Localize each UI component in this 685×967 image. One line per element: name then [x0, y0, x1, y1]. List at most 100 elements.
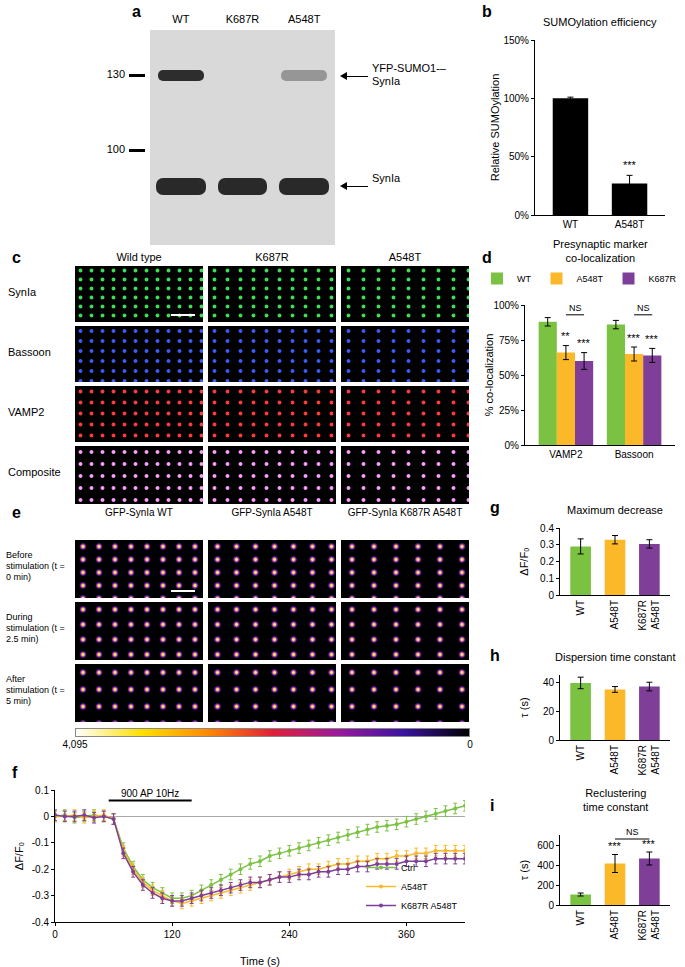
- html-text:a: a: [132, 3, 141, 20]
- svg-text:-0.2: -0.2: [32, 864, 50, 875]
- svg-text:0%: 0%: [505, 440, 520, 451]
- svg-text:200: 200: [537, 880, 554, 891]
- svg-text:WT: WT: [575, 600, 586, 616]
- html-text:WT: WT: [172, 13, 190, 25]
- svg-text:***: ***: [608, 840, 622, 852]
- html-text:h: h: [490, 647, 500, 664]
- html-text:VAMP2: VAMP2: [8, 406, 45, 418]
- svg-text:400: 400: [537, 860, 554, 871]
- svg-text:600: 600: [537, 840, 554, 851]
- svg-text:0: 0: [548, 900, 554, 911]
- svg-text:-0.3: -0.3: [32, 890, 50, 901]
- svg-text:NS: NS: [637, 303, 650, 313]
- svg-text:K687RA548T: K687RA548T: [637, 910, 661, 941]
- svg-text:20: 20: [543, 706, 555, 717]
- html-text:g: g: [490, 499, 500, 516]
- html-text:K687R: K687R: [255, 251, 289, 263]
- svg-text:K687RA548T: K687RA548T: [637, 600, 661, 631]
- svg-text:% co-localization: % co-localization: [483, 334, 495, 417]
- svg-text:100%: 100%: [503, 93, 529, 104]
- svg-text:***: ***: [577, 337, 591, 349]
- svg-text:0: 0: [548, 735, 554, 746]
- html-text:Wild type: Wild type: [116, 251, 162, 263]
- svg-text:A548T: A548T: [609, 600, 620, 629]
- html-text:b: b: [482, 3, 492, 20]
- html-text:100: 100: [106, 143, 125, 155]
- svg-text:0.2: 0.2: [540, 556, 554, 567]
- html-text:GFP-SynIa WT: GFP-SynIa WT: [105, 507, 173, 518]
- svg-text:0: 0: [52, 929, 58, 940]
- svg-text:***: ***: [627, 332, 641, 344]
- html-text:SynIa: SynIa: [372, 172, 401, 184]
- svg-text:0.3: 0.3: [540, 539, 554, 550]
- svg-text:***: ***: [642, 838, 656, 850]
- svg-text:0.4: 0.4: [540, 523, 554, 534]
- html-text:A548T: A548T: [388, 251, 422, 263]
- html-text:After stimulation (t = 5 min): After stimulation (t = 5 min): [6, 674, 65, 706]
- svg-text:VAMP2: VAMP2: [549, 449, 583, 460]
- svg-text:τ (s): τ (s): [518, 860, 530, 880]
- svg-text:A548T: A548T: [609, 910, 620, 939]
- svg-text:**: **: [561, 330, 570, 342]
- svg-text:-0.4: -0.4: [32, 917, 50, 928]
- svg-text:Ctrl: Ctrl: [401, 863, 415, 873]
- svg-text:25%: 25%: [499, 405, 519, 416]
- svg-text:K687R A548T: K687R A548T: [401, 901, 458, 911]
- svg-text:50%: 50%: [499, 370, 519, 381]
- svg-text:A548T: A548T: [609, 745, 620, 774]
- svg-text:0.1: 0.1: [540, 573, 554, 584]
- svg-text:WT: WT: [575, 910, 586, 926]
- svg-text:900 AP 10Hz: 900 AP 10Hz: [121, 788, 179, 799]
- svg-text:120: 120: [164, 929, 181, 940]
- svg-text:NS: NS: [569, 303, 582, 313]
- html-text:d: d: [482, 249, 492, 266]
- svg-text:Presynaptic markerco-localizat: Presynaptic markerco-localization: [553, 238, 648, 264]
- svg-text:τ (s): τ (s): [518, 697, 530, 717]
- svg-text:75%: 75%: [499, 335, 519, 346]
- svg-text:WT: WT: [575, 745, 586, 761]
- html-text:A548T: A548T: [287, 13, 321, 25]
- svg-text:K687RA548T: K687RA548T: [637, 745, 661, 776]
- svg-text:Bassoon: Bassoon: [615, 449, 654, 460]
- html-text:4,095: 4,095: [62, 739, 88, 750]
- svg-text:Relative SUMOylation: Relative SUMOylation: [489, 74, 501, 182]
- html-text:During stimulation (t = 2.5 mi: During stimulation (t = 2.5 min): [6, 612, 65, 644]
- svg-text:K687R: K687R: [649, 274, 677, 284]
- svg-text:A548T: A548T: [615, 219, 644, 230]
- svg-text:SUMOylation efficiency: SUMOylation efficiency: [543, 16, 657, 28]
- html-text:K687R: K687R: [225, 13, 260, 25]
- svg-text:360: 360: [398, 929, 415, 940]
- svg-text:0: 0: [43, 811, 49, 822]
- html-text:Bassoon: Bassoon: [8, 346, 51, 358]
- svg-text:WT: WT: [517, 274, 531, 284]
- html-text:Before stimulation (t = 0 min): Before stimulation (t = 0 min): [6, 550, 65, 582]
- svg-text:-0.1: -0.1: [32, 837, 50, 848]
- html-text:c: c: [12, 249, 21, 266]
- svg-text:NS: NS: [626, 827, 639, 837]
- html-text:YFP-SUMO1-–SynIa: YFP-SUMO1-–SynIa: [372, 62, 446, 87]
- svg-text:***: ***: [623, 159, 637, 171]
- svg-text:Time (s): Time (s): [240, 955, 280, 967]
- svg-text:0: 0: [548, 590, 554, 601]
- svg-text:150%: 150%: [503, 35, 529, 46]
- html-text:GFP-SynIa A548T: GFP-SynIa A548T: [231, 507, 313, 518]
- svg-text:240: 240: [281, 929, 298, 940]
- svg-text:Dispersion time constant: Dispersion time constant: [555, 651, 675, 663]
- svg-text:***: ***: [645, 333, 659, 345]
- svg-text:WT: WT: [563, 219, 579, 230]
- html-text:130: 130: [106, 68, 125, 80]
- svg-text:Maximum decrease: Maximum decrease: [567, 504, 663, 516]
- svg-text:A548T: A548T: [401, 882, 428, 892]
- svg-text:40: 40: [543, 677, 555, 688]
- svg-text:50%: 50%: [509, 151, 529, 162]
- html-text:SynIa: SynIa: [8, 286, 37, 298]
- svg-text:A548T: A548T: [576, 274, 603, 284]
- svg-text:0%: 0%: [515, 210, 530, 221]
- html-text:Composite: Composite: [8, 466, 61, 478]
- svg-text:100%: 100%: [493, 300, 519, 311]
- svg-text:ΔF/F₀: ΔF/F₀: [13, 842, 25, 870]
- svg-text:0.1: 0.1: [35, 785, 49, 796]
- html-text:GFP-SynIa K687R A548T: GFP-SynIa K687R A548T: [347, 507, 463, 518]
- svg-text:Reclusteringtime constant: Reclusteringtime constant: [583, 787, 648, 813]
- svg-text:ΔF/F₀: ΔF/F₀: [518, 547, 530, 575]
